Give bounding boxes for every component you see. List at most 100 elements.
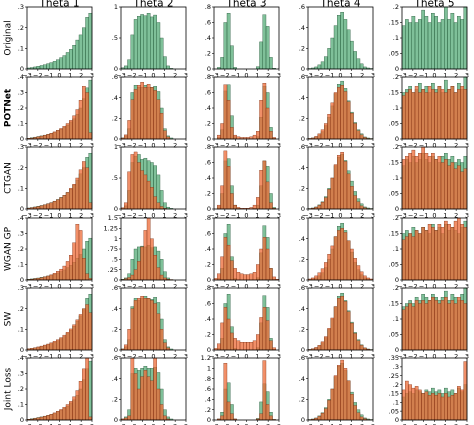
bar-original-potnet-theta-1-19 [88, 79, 93, 140]
bar-synthetic-wgan-gp-theta-5-13 [444, 220, 448, 281]
bar-synthetic-wgan-gp-theta-1-15 [75, 224, 80, 281]
bar-synthetic-sw-theta-4-9 [337, 298, 341, 351]
bar-synthetic-sw-theta-3-16 [265, 320, 270, 351]
bar-synthetic-potnet-theta-3-12 [252, 134, 257, 140]
y-tick-label: .3 [393, 363, 399, 371]
bar-synthetic-potnet-theta-5-18 [460, 86, 464, 140]
bar-synthetic-joint-loss-theta-1-6 [46, 415, 50, 421]
bar-synthetic-ctgan-theta-5-2 [408, 153, 412, 210]
bar-original-original-theta-1-14 [72, 45, 76, 70]
x-tick-label: −3 [116, 423, 126, 425]
bar-synthetic-sw-theta-3-5 [230, 332, 234, 351]
x-tick-label: −2 [314, 353, 324, 361]
bar-original-original-theta-5-11 [437, 22, 442, 70]
bar-synthetic-wgan-gp-theta-3-17 [269, 268, 273, 281]
x-tick-label: 1 [349, 353, 353, 361]
panel-ctgan-theta-5: −3 −2 −1 0 1 2 30.05.1.15.2 [389, 143, 469, 219]
bar-synthetic-wgan-gp-theta-3-4 [226, 244, 231, 281]
bar-synthetic-sw-theta-1-5 [43, 344, 47, 351]
bar-synthetic-ctgan-theta-5-5 [418, 153, 422, 210]
bar-synthetic-wgan-gp-theta-4-2 [314, 275, 318, 281]
x-tick-label: 3 [371, 212, 375, 220]
bar-original-original-theta-5-12 [440, 19, 445, 70]
bar-synthetic-sw-theta-4-4 [320, 341, 325, 351]
y-tick-label: .2 [18, 164, 24, 172]
bar-original-original-theta-1-3 [36, 66, 41, 70]
bar-synthetic-ctgan-theta-5-18 [460, 171, 464, 210]
y-tick-label: .1 [393, 245, 399, 253]
bar-synthetic-wgan-gp-theta-4-5 [324, 262, 328, 281]
bar-synthetic-sw-theta-5-11 [437, 303, 442, 351]
bar-synthetic-wgan-gp-theta-5-16 [453, 220, 458, 281]
bar-synthetic-sw-theta-2-3 [130, 308, 135, 351]
column-title-theta-3: Theta 3 [225, 0, 266, 10]
x-tick-label: −3 [397, 142, 407, 150]
bar-synthetic-ctgan-theta-3-2 [220, 185, 224, 210]
x-tick-label: −2 [408, 283, 418, 291]
bar-synthetic-wgan-gp-theta-3-6 [233, 268, 237, 281]
bar-original-original-theta-1-11 [62, 55, 67, 70]
x-tick-label: −1 [419, 142, 429, 150]
y-tick-label: .4 [299, 94, 305, 102]
x-tick-label: −2 [33, 142, 43, 150]
bar-synthetic-sw-theta-5-12 [440, 300, 445, 351]
bar-synthetic-potnet-theta-5-3 [411, 92, 416, 140]
bar-synthetic-potnet-theta-1-18 [85, 92, 89, 140]
bar-synthetic-ctgan-theta-5-10 [434, 159, 438, 210]
y-tick-label: .2 [112, 115, 118, 123]
x-tick-label: 2 [360, 212, 364, 220]
bar-synthetic-potnet-theta-5-0 [401, 95, 406, 140]
column-title-theta-5: Theta 5 [413, 0, 454, 10]
x-tick-label: 2 [79, 212, 83, 220]
bar-synthetic-potnet-theta-4-7 [330, 102, 335, 140]
bar-synthetic-sw-theta-5-13 [444, 297, 448, 351]
bar-synthetic-sw-theta-4-6 [327, 328, 331, 351]
x-tick-label: 0 [244, 72, 248, 80]
bar-synthetic-ctgan-theta-5-15 [450, 162, 455, 210]
y-tick-label: .15 [389, 390, 399, 398]
y-tick-label: .1 [18, 261, 24, 269]
y-tick-label: .05 [389, 331, 399, 339]
x-tick-label: 2 [79, 72, 83, 80]
panel-wgan-gp-theta-1: −3 −2 −1 0 1 2 30.1.2.3.4 [18, 214, 94, 290]
x-tick-label: −3 [22, 72, 32, 80]
bar-synthetic-sw-theta-5-9 [431, 297, 435, 351]
x-tick-label: 0 [338, 353, 342, 361]
x-tick-label: 2 [79, 283, 83, 291]
bar-synthetic-wgan-gp-theta-3-9 [243, 274, 247, 281]
bar-synthetic-sw-theta-4-13 [350, 322, 354, 351]
bar-original-original-theta-5-14 [447, 19, 451, 70]
bar-synthetic-ctgan-theta-1-11 [62, 195, 67, 210]
x-tick-label: 1 [255, 423, 259, 425]
bar-synthetic-sw-theta-3-8 [239, 342, 244, 351]
y-tick-label: 0 [207, 205, 211, 213]
bar-synthetic-potnet-theta-3-5 [230, 127, 234, 140]
y-tick-label: 1 [207, 365, 211, 373]
bar-synthetic-potnet-theta-1-6 [46, 134, 50, 140]
x-tick-label: 0 [57, 212, 61, 220]
bar-synthetic-ctgan-theta-1-19 [88, 202, 93, 210]
bar-original-original-theta-4-15 [356, 58, 361, 70]
bar-synthetic-ctgan-theta-5-16 [453, 168, 458, 210]
y-tick-label: .3 [18, 3, 24, 11]
y-tick-label: .2 [18, 305, 24, 313]
bar-synthetic-potnet-theta-5-7 [424, 92, 429, 140]
bar-original-original-theta-3-16 [265, 26, 270, 70]
x-tick-label: 1 [443, 212, 447, 220]
y-tick-label: 0 [301, 205, 305, 213]
y-tick-label: .15 [389, 19, 399, 27]
bar-synthetic-sw-theta-4-5 [324, 336, 328, 351]
panel-wgan-gp-theta-3: −3 −2 −1 0 1 2 30.2.4.6.8 [205, 214, 281, 290]
bar-synthetic-sw-theta-1-9 [56, 339, 60, 351]
y-tick-label: .4 [18, 354, 24, 362]
bar-synthetic-wgan-gp-theta-1-5 [43, 276, 47, 281]
y-tick-label: .2 [299, 256, 305, 264]
x-tick-label: −1 [419, 283, 429, 291]
bar-synthetic-ctgan-theta-2-3 [130, 154, 135, 210]
bar-synthetic-sw-theta-3-15 [262, 307, 267, 351]
x-tick-label: −2 [33, 353, 43, 361]
bar-synthetic-joint-loss-theta-5-16 [453, 393, 458, 421]
bar-synthetic-potnet-theta-2-3 [130, 99, 135, 140]
bar-synthetic-joint-loss-theta-5-18 [460, 389, 464, 421]
